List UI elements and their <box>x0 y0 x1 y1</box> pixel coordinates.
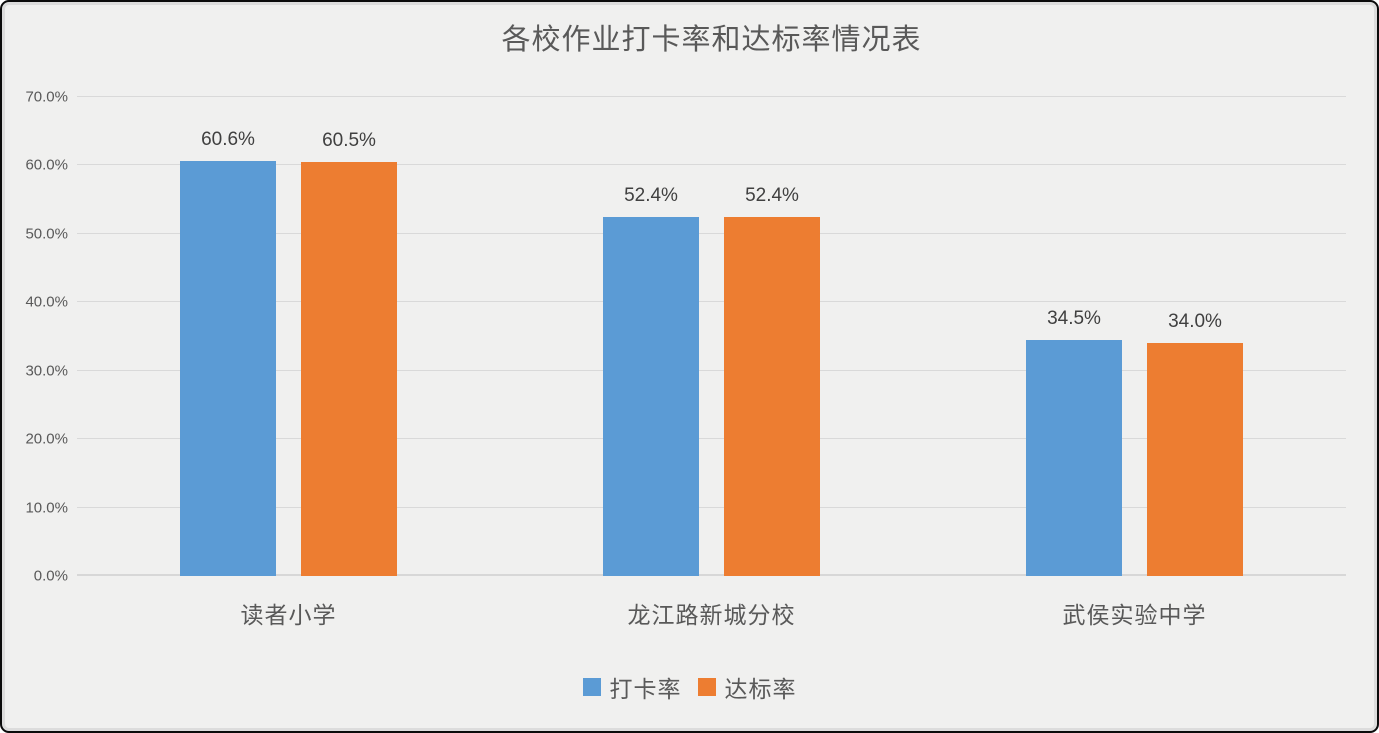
category-label: 龙江路新城分校 <box>627 602 796 628</box>
y-tick-label: 20.0% <box>25 430 68 448</box>
gridline <box>77 164 1346 166</box>
bar-打卡率-武侯实验中学: 34.5% <box>1026 308 1122 576</box>
gridline <box>77 438 1346 440</box>
bar-达标率-龙江路新城分校: 52.4% <box>724 185 820 576</box>
bar-打卡率-龙江路新城分校: 52.4% <box>603 185 699 576</box>
y-tick-label: 60.0% <box>25 156 68 174</box>
y-tick-label: 50.0% <box>25 225 68 243</box>
data-label: 60.6% <box>201 129 255 151</box>
gridline <box>77 369 1346 371</box>
legend-label: 打卡率 <box>609 676 682 702</box>
bar-达标率-读者小学: 60.5% <box>301 130 397 576</box>
y-tick-label: 10.0% <box>25 499 68 517</box>
plot-area: 60.6% 60.5% 52.4% 52.4% 34.5% 34.0% <box>77 96 1346 576</box>
y-tick-label: 0.0% <box>33 567 68 585</box>
x-axis-line <box>77 574 1346 576</box>
gridline <box>77 301 1346 303</box>
data-label: 52.4% <box>745 185 799 207</box>
bar-group: 52.4% 52.4% <box>500 97 923 576</box>
data-label: 34.0% <box>1168 311 1222 333</box>
gridline <box>77 506 1346 508</box>
y-tick-label: 40.0% <box>25 293 68 311</box>
bar-打卡率-读者小学: 60.6% <box>180 129 276 576</box>
gridline <box>77 232 1346 234</box>
legend-label: 达标率 <box>724 676 797 702</box>
x-axis: 读者小学 龙江路新城分校 武侯实验中学 <box>77 596 1346 630</box>
data-label: 34.5% <box>1047 307 1101 329</box>
y-axis: 0.0% 10.0% 20.0% 30.0% 40.0% 50.0% 60.0% 70.0% <box>2 89 68 585</box>
legend-swatch-icon <box>582 678 601 696</box>
bar-达标率-武侯实验中学: 34.0% <box>1147 311 1243 576</box>
data-label: 60.5% <box>322 130 376 152</box>
y-tick-label: 30.0% <box>25 362 68 380</box>
gridline <box>77 96 1346 97</box>
legend: 打卡率 达标率 <box>2 670 1377 704</box>
bar-group: 60.6% 60.5% <box>77 97 500 576</box>
data-label: 52.4% <box>624 185 678 207</box>
chart-title: 各校作业打卡率和达标率情况表 <box>501 24 922 56</box>
category-label: 武侯实验中学 <box>1062 602 1207 628</box>
bar-groups: 60.6% 60.5% 52.4% 52.4% 34.5% 34.0% <box>77 97 1346 576</box>
category-label: 读者小学 <box>240 602 337 628</box>
legend-swatch-icon <box>697 678 716 696</box>
bar-group: 34.5% 34.0% <box>923 97 1346 576</box>
legend-item-达标率: 达标率 <box>697 670 797 704</box>
legend-item-打卡率: 打卡率 <box>582 670 682 704</box>
y-tick-label: 70.0% <box>25 88 68 106</box>
